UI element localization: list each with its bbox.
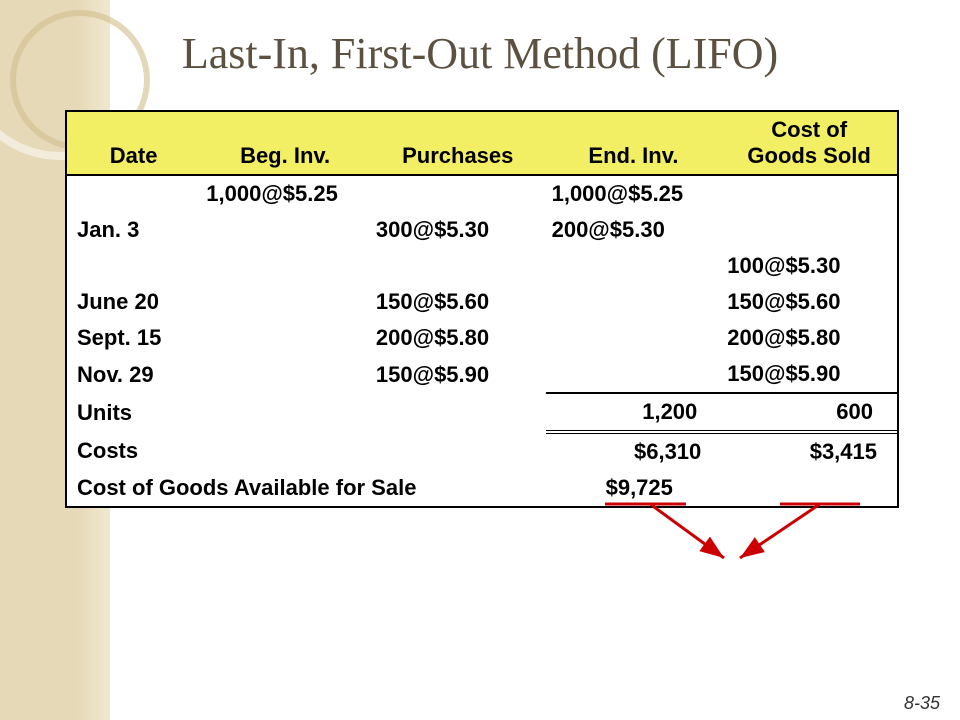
lifo-table: Date Beg. Inv. Purchases End. Inv. Cost … xyxy=(67,112,897,506)
arrow-from-end xyxy=(650,504,724,558)
units-end-value: 1,200 xyxy=(546,393,722,432)
cell-date xyxy=(67,175,200,212)
col-header-cogs: Cost of Goods Sold xyxy=(721,112,897,175)
costs-end-value: $6,310 xyxy=(546,432,722,470)
col-header-cogs-line1: Cost of xyxy=(771,117,847,142)
cell-cogs: 200@$5.80 xyxy=(721,320,897,356)
cell-beg: 1,000@$5.25 xyxy=(200,175,370,212)
cell-beg xyxy=(200,320,370,356)
coga-label: Cost of Goods Available for Sale xyxy=(67,470,546,506)
costs-label: Costs xyxy=(67,432,200,470)
cell-cogs xyxy=(721,212,897,248)
cell-pur xyxy=(370,175,546,212)
cell-cogs: 150@$5.90 xyxy=(721,356,897,393)
cell-cogs: 150@$5.60 xyxy=(721,284,897,320)
coga-value: $9,725 xyxy=(546,470,897,506)
cell-pur: 150@$5.60 xyxy=(370,284,546,320)
units-row: Units 1,200 600 xyxy=(67,393,897,432)
col-header-end-inv: End. Inv. xyxy=(546,112,722,175)
lifo-table-container: Date Beg. Inv. Purchases End. Inv. Cost … xyxy=(65,110,899,508)
table-row: Jan. 3 300@$5.30 200@$5.30 xyxy=(67,212,897,248)
table-row: Sept. 15 200@$5.80 200@$5.80 xyxy=(67,320,897,356)
table-body: 1,000@$5.25 1,000@$5.25 Jan. 3 300@$5.30… xyxy=(67,175,897,506)
cell-pur: 300@$5.30 xyxy=(370,212,546,248)
table-header-row: Date Beg. Inv. Purchases End. Inv. Cost … xyxy=(67,112,897,175)
table-row: 100@$5.30 xyxy=(67,248,897,284)
cell-beg xyxy=(200,212,370,248)
cell-pur: 200@$5.80 xyxy=(370,320,546,356)
cell-end xyxy=(546,356,722,393)
page-number: 8-35 xyxy=(904,693,940,714)
cell-date xyxy=(67,248,200,284)
slide-content: Last-In, First-Out Method (LIFO) Date Be… xyxy=(0,0,960,720)
cell-pur xyxy=(370,248,546,284)
cell-end: 1,000@$5.25 xyxy=(546,175,722,212)
costs-cogs-value: $3,415 xyxy=(721,432,897,470)
col-header-cogs-line2: Goods Sold xyxy=(747,143,870,168)
units-cogs-value: 600 xyxy=(721,393,897,432)
cell-beg xyxy=(200,248,370,284)
cell-beg xyxy=(200,356,370,393)
table-row: 1,000@$5.25 1,000@$5.25 xyxy=(67,175,897,212)
cell-cogs xyxy=(721,175,897,212)
cell-end xyxy=(546,248,722,284)
cell-date: Nov. 29 xyxy=(67,356,200,393)
cell-cogs: 100@$5.30 xyxy=(721,248,897,284)
cell-date: June 20 xyxy=(67,284,200,320)
col-header-beg-inv: Beg. Inv. xyxy=(200,112,370,175)
table-row: June 20 150@$5.60 150@$5.60 xyxy=(67,284,897,320)
cell-date: Sept. 15 xyxy=(67,320,200,356)
col-header-date: Date xyxy=(67,112,200,175)
table-row: Nov. 29 150@$5.90 150@$5.90 xyxy=(67,356,897,393)
coga-row: Cost of Goods Available for Sale $9,725 xyxy=(67,470,897,506)
costs-row: Costs $6,310 $3,415 xyxy=(67,432,897,470)
cell-end: 200@$5.30 xyxy=(546,212,722,248)
arrow-from-cogs xyxy=(740,504,820,558)
cell-end xyxy=(546,320,722,356)
cell-beg xyxy=(200,284,370,320)
slide-title: Last-In, First-Out Method (LIFO) xyxy=(0,28,960,79)
cell-pur: 150@$5.90 xyxy=(370,356,546,393)
cell-date: Jan. 3 xyxy=(67,212,200,248)
units-label: Units xyxy=(67,393,200,432)
cell-end xyxy=(546,284,722,320)
col-header-purchases: Purchases xyxy=(370,112,546,175)
